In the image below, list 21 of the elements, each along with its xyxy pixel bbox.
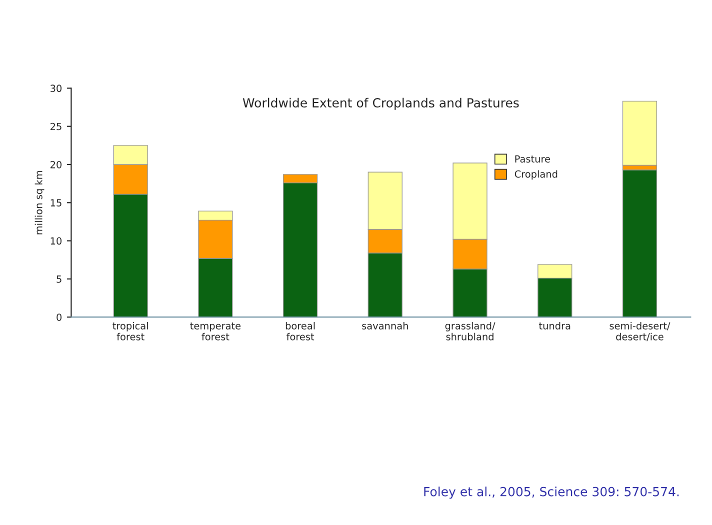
y-tick-label: 0 — [56, 314, 62, 321]
x-tick-label: grassland/ shrubland — [445, 322, 496, 340]
bar — [622, 169, 658, 318]
x-tick-label: temperate forest — [190, 322, 241, 340]
x-tick-label: tundra — [539, 322, 570, 330]
x-tick-label: savannah — [362, 322, 408, 330]
x-tick-label: boreal forest — [286, 322, 315, 340]
legend-label: Cropland — [514, 170, 558, 180]
text: Worldwide Extent of Croplands and Pastures — [242, 98, 519, 110]
x-tick-label: tropical forest — [112, 322, 148, 340]
y-tick-label: 30 — [50, 84, 62, 92]
y-tick-label: 5 — [56, 276, 62, 283]
text: Foley et al., 2005, Science 309: 570-574. — [424, 486, 679, 499]
bar — [622, 100, 658, 166]
y-axis-title: million sq km — [34, 171, 44, 234]
y-tick-label: 10 — [50, 237, 62, 245]
y-tick-label: 20 — [50, 160, 62, 168]
y-tick-label: 15 — [50, 199, 62, 206]
legend-label: Pasture — [515, 155, 550, 163]
y-tick-label: 25 — [50, 122, 62, 130]
x-tick-label: semi-desert/ desert/ice — [610, 322, 670, 342]
